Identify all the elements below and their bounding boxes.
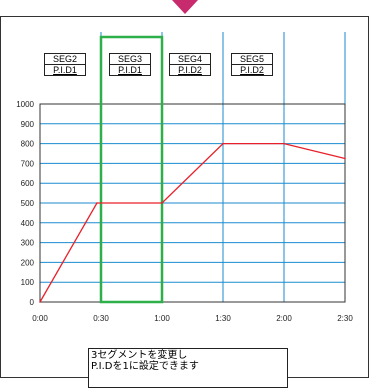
segment-label-seg4: SEG4 P.I.D2 (169, 53, 211, 76)
segment-label-seg3: SEG3 P.I.D1 (109, 53, 151, 76)
plot-border (39, 103, 346, 303)
note-line-2: P.I.Dを1に設定できます (91, 361, 199, 372)
segment-pid: P.I.D1 (118, 65, 142, 75)
data-point (344, 157, 346, 160)
y-tick-label: 100 (21, 278, 35, 287)
segment-name: SEG2 (45, 54, 85, 65)
segment-label-seg2: SEG2 P.I.D1 (44, 53, 86, 76)
segment-pid: P.I.D1 (53, 65, 77, 75)
y-tick-label: 900 (21, 120, 35, 129)
down-arrow-icon (172, 0, 198, 14)
data-point (39, 301, 41, 303)
y-tick-label: 300 (21, 239, 35, 248)
y-tick-label: 500 (21, 199, 35, 208)
x-tick-label: 2:30 (337, 314, 353, 323)
y-tick-label: 400 (21, 219, 35, 228)
x-tick-label: 0:00 (32, 314, 48, 323)
y-tick-label: 200 (21, 258, 35, 267)
highlight-segment-box (99, 35, 164, 304)
x-tick-label: 0:30 (93, 314, 109, 323)
y-tick-label: 0 (30, 298, 35, 307)
x-tick-label: 1:00 (154, 314, 170, 323)
segment-label-seg5: SEG5 P.I.D2 (231, 53, 273, 76)
segment-name: SEG5 (232, 54, 272, 65)
segment-pid: P.I.D2 (178, 65, 202, 75)
series-line (39, 142, 346, 303)
segment-name: SEG3 (110, 54, 150, 65)
y-tick-label: 700 (21, 159, 35, 168)
segment-pid: P.I.D2 (240, 65, 264, 75)
x-tick-label: 1:30 (215, 314, 231, 323)
note-line-1: 3セグメントを変更し (91, 350, 188, 361)
data-point (161, 202, 163, 204)
data-point (222, 142, 224, 145)
x-tick-label: 2:00 (276, 314, 292, 323)
y-tick-label: 1000 (16, 100, 34, 109)
line-chart: 0 100 200 300 400 500 600 700 800 900 1000 0:00 0:30… (16, 32, 353, 323)
y-tick-label: 800 (21, 140, 35, 149)
data-point (283, 142, 285, 145)
segment-name: SEG4 (170, 54, 210, 65)
y-tick-label: 600 (21, 179, 35, 188)
data-point (96, 202, 98, 204)
note-box: 3セグメントを変更し P.I.Dを1に設定できます (88, 348, 288, 388)
